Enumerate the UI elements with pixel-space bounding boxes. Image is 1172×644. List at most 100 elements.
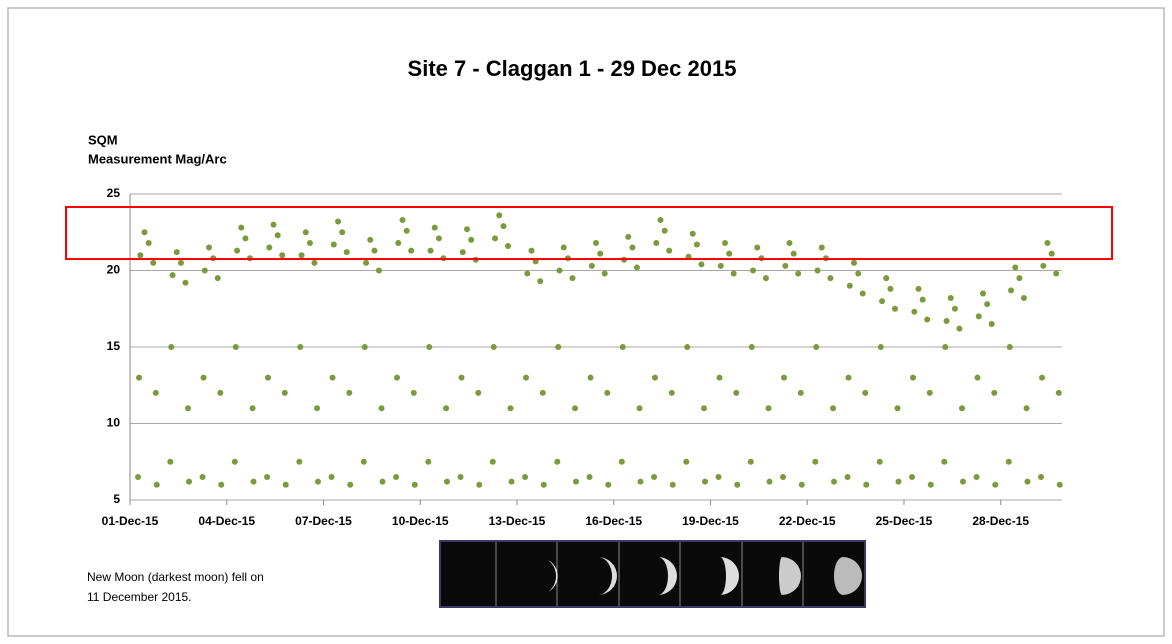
data-point bbox=[941, 458, 948, 465]
chart-frame bbox=[7, 7, 1165, 637]
data-point bbox=[733, 389, 740, 396]
data-point bbox=[693, 241, 700, 248]
data-point bbox=[464, 226, 471, 233]
data-point bbox=[947, 295, 954, 302]
data-point bbox=[540, 481, 547, 488]
data-point bbox=[666, 247, 673, 254]
data-point bbox=[182, 279, 189, 286]
data-point bbox=[173, 249, 180, 256]
data-point bbox=[859, 290, 866, 297]
data-point bbox=[270, 221, 277, 228]
y-tick-label: 15 bbox=[107, 339, 121, 353]
x-tick-label: 16-Dec-15 bbox=[585, 514, 642, 528]
data-point bbox=[891, 305, 898, 312]
data-point bbox=[524, 270, 531, 277]
data-point bbox=[185, 405, 192, 412]
data-point bbox=[1008, 287, 1015, 294]
data-point bbox=[152, 389, 159, 396]
data-point bbox=[657, 217, 664, 224]
data-point bbox=[496, 212, 503, 219]
data-point bbox=[347, 481, 354, 488]
data-point bbox=[394, 374, 401, 381]
data-point bbox=[721, 239, 728, 246]
data-point bbox=[141, 229, 148, 236]
data-point bbox=[234, 247, 241, 254]
data-point bbox=[813, 344, 820, 350]
data-point bbox=[689, 230, 696, 237]
x-tick-label: 19-Dec-15 bbox=[682, 514, 739, 528]
highlight-box bbox=[65, 206, 1113, 261]
data-point bbox=[790, 250, 797, 257]
data-point bbox=[1012, 264, 1019, 271]
data-point bbox=[943, 317, 950, 324]
data-point bbox=[701, 405, 708, 412]
data-point bbox=[1006, 344, 1013, 350]
data-point bbox=[910, 374, 917, 381]
data-point bbox=[457, 474, 464, 481]
data-point bbox=[734, 481, 741, 488]
data-point bbox=[168, 344, 175, 350]
data-point bbox=[250, 478, 257, 485]
data-point bbox=[604, 389, 611, 396]
data-point bbox=[408, 247, 415, 254]
data-point bbox=[633, 264, 640, 271]
data-point bbox=[214, 275, 221, 282]
data-point bbox=[375, 267, 382, 274]
data-point bbox=[329, 374, 336, 381]
data-point bbox=[443, 405, 450, 412]
data-point bbox=[830, 478, 837, 485]
data-point bbox=[339, 229, 346, 236]
data-point bbox=[979, 290, 986, 297]
data-point bbox=[500, 223, 507, 230]
data-point bbox=[1055, 389, 1062, 396]
data-point bbox=[492, 235, 499, 242]
data-point bbox=[335, 218, 342, 225]
data-point bbox=[554, 458, 561, 465]
data-point bbox=[458, 374, 465, 381]
data-point bbox=[652, 374, 659, 381]
data-point bbox=[217, 389, 224, 396]
data-point bbox=[282, 481, 289, 488]
data-point bbox=[818, 244, 825, 251]
y-tick-label: 5 bbox=[113, 492, 120, 506]
data-point bbox=[427, 247, 434, 254]
y-tick-label: 20 bbox=[107, 263, 121, 277]
data-point bbox=[468, 236, 475, 243]
data-point bbox=[363, 259, 370, 266]
data-point bbox=[876, 458, 883, 465]
data-point bbox=[361, 344, 368, 350]
x-tick-label: 07-Dec-15 bbox=[295, 514, 352, 528]
note: 11 December 2015. bbox=[87, 590, 192, 604]
data-point bbox=[393, 474, 400, 481]
data-point bbox=[797, 389, 804, 396]
data-point bbox=[653, 239, 660, 246]
data-point bbox=[346, 389, 353, 396]
data-point bbox=[605, 481, 612, 488]
data-point bbox=[201, 267, 208, 274]
x-tick-label: 01-Dec-15 bbox=[102, 514, 159, 528]
data-point bbox=[747, 458, 754, 465]
data-point bbox=[281, 389, 288, 396]
data-point bbox=[425, 458, 432, 465]
data-point bbox=[298, 252, 305, 259]
data-point bbox=[951, 305, 958, 312]
data-point bbox=[360, 458, 367, 465]
data-point bbox=[232, 344, 239, 350]
moon-phases bbox=[439, 540, 866, 608]
data-point bbox=[846, 282, 853, 289]
data-point bbox=[798, 481, 805, 488]
data-point bbox=[879, 298, 886, 305]
data-point bbox=[992, 481, 999, 488]
data-point bbox=[371, 247, 378, 254]
data-point bbox=[242, 235, 249, 242]
data-point bbox=[956, 325, 963, 332]
data-point bbox=[991, 389, 998, 396]
data-point bbox=[490, 344, 497, 350]
data-point bbox=[135, 474, 142, 481]
data-point bbox=[988, 321, 995, 328]
data-point bbox=[587, 374, 594, 381]
data-point bbox=[1024, 478, 1031, 485]
data-point bbox=[186, 478, 193, 485]
data-point bbox=[698, 261, 705, 268]
